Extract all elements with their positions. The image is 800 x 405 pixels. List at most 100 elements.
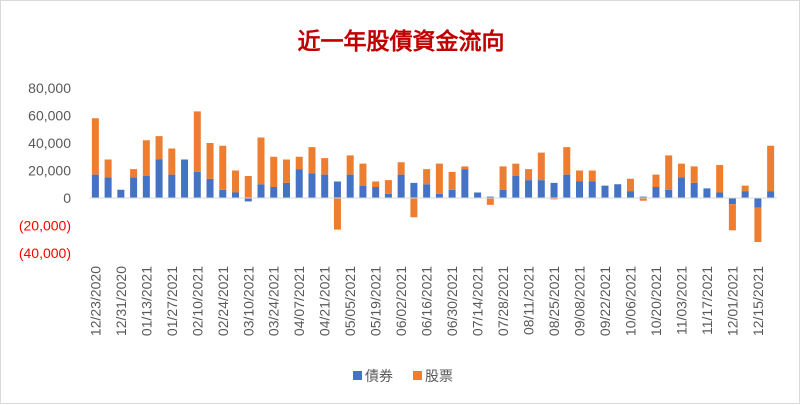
bar-bond: [257, 184, 265, 198]
bar-stock: [359, 163, 367, 186]
x-tick-label: 10/06/2021: [622, 266, 638, 336]
x-tick-label: 02/10/2021: [189, 266, 205, 336]
bar-stock: [91, 118, 99, 175]
bar-bond: [295, 169, 303, 199]
bar-stock: [512, 163, 520, 177]
y-tick-label: 40,000: [28, 135, 71, 151]
bar-bond: [512, 176, 520, 198]
bar-stock: [282, 159, 290, 183]
y-tick-label: 80,000: [28, 80, 71, 96]
y-tick-label: 0: [63, 190, 71, 206]
bar-stock: [563, 147, 571, 175]
x-tick-label: 10/20/2021: [648, 266, 664, 336]
bar-bond: [728, 198, 736, 205]
bar-stock: [206, 143, 214, 179]
bar-stock: [461, 166, 469, 170]
bar-stock: [767, 145, 775, 192]
bar-stock: [435, 163, 443, 194]
bars: [91, 111, 775, 243]
bar-stock: [741, 185, 749, 192]
bar-stock: [372, 181, 380, 187]
bar-stock: [486, 198, 494, 205]
bar-stock: [295, 156, 303, 170]
bar-bond: [130, 177, 138, 199]
bar-stock: [219, 145, 227, 190]
x-tick-label: 12/01/2021: [724, 266, 740, 336]
bar-bond: [308, 173, 316, 198]
bar-bond: [117, 189, 125, 198]
bar-stock: [423, 169, 431, 185]
x-tick-label: 11/17/2021: [699, 266, 715, 335]
bar-bond: [423, 184, 431, 198]
x-tick-label: 05/19/2021: [368, 266, 384, 336]
x-tick-label: 12/23/2020: [87, 266, 103, 336]
bar-bond: [193, 171, 201, 199]
bar-stock: [257, 137, 265, 185]
bar-stock: [499, 166, 507, 190]
bar-bond: [435, 193, 443, 199]
bar-stock: [626, 178, 634, 192]
bar-bond: [767, 191, 775, 199]
bar-bond: [142, 176, 150, 198]
bar-stock: [537, 152, 545, 181]
bar-bond: [333, 181, 341, 198]
bar-stock: [168, 148, 176, 175]
bar-stock: [270, 156, 278, 187]
x-tick-label: 08/25/2021: [546, 266, 562, 336]
bar-bond: [206, 178, 214, 198]
bar-stock: [244, 176, 252, 198]
bar-bond: [410, 182, 418, 199]
bar-bond: [104, 177, 112, 199]
bar-bond: [219, 189, 227, 198]
x-tick-label: 02/24/2021: [215, 266, 231, 336]
bar-bond: [716, 192, 724, 198]
bar-bond: [232, 192, 240, 198]
bar-bond: [499, 189, 507, 198]
bar-stock: [525, 169, 533, 181]
x-tick-label: 07/28/2021: [495, 266, 511, 336]
bar-bond: [448, 189, 456, 198]
bar-stock: [232, 170, 240, 193]
x-tick-label: 07/14/2021: [470, 266, 486, 336]
bar-bond: [677, 177, 685, 199]
bar-bond: [563, 174, 571, 199]
bar-bond: [346, 174, 354, 199]
legend-label-bond: 債券: [365, 369, 393, 385]
bar-bond: [384, 193, 392, 199]
bar-stock: [384, 180, 392, 194]
bar-bond: [754, 198, 762, 208]
legend-label-stock: 股票: [425, 369, 453, 385]
y-tick-label: 60,000: [28, 108, 71, 124]
x-tick-label: 06/16/2021: [419, 266, 435, 336]
chart-title: 近一年股債資金流向: [298, 28, 505, 55]
bar-stock: [588, 170, 596, 182]
y-tick-label: (20,000): [19, 218, 71, 234]
bar-bond: [270, 187, 278, 198]
bar-stock: [397, 162, 405, 175]
bar-bond: [665, 189, 673, 198]
x-tick-label: 04/21/2021: [317, 266, 333, 336]
x-tick-label: 09/08/2021: [572, 266, 588, 336]
bar-stock: [652, 174, 660, 188]
x-tick-label: 01/13/2021: [138, 266, 154, 336]
bar-bond: [652, 187, 660, 198]
bar-bond: [359, 185, 367, 199]
bar-stock: [754, 207, 762, 243]
x-tick-label: 09/22/2021: [597, 266, 613, 336]
bar-stock: [193, 111, 201, 172]
x-tick-label: 03/24/2021: [266, 266, 282, 336]
bar-stock: [677, 163, 685, 178]
bar-stock: [639, 198, 647, 201]
bar-bond: [626, 191, 634, 199]
bar-bond: [576, 181, 584, 198]
bar-bond: [525, 180, 533, 199]
bar-bond: [486, 196, 494, 199]
bar-bond: [703, 188, 711, 199]
bar-stock: [690, 166, 698, 183]
legend-swatch-stock: [413, 371, 422, 380]
bar-bond: [639, 196, 647, 199]
bar-stock: [576, 170, 584, 182]
bar-bond: [321, 174, 329, 199]
